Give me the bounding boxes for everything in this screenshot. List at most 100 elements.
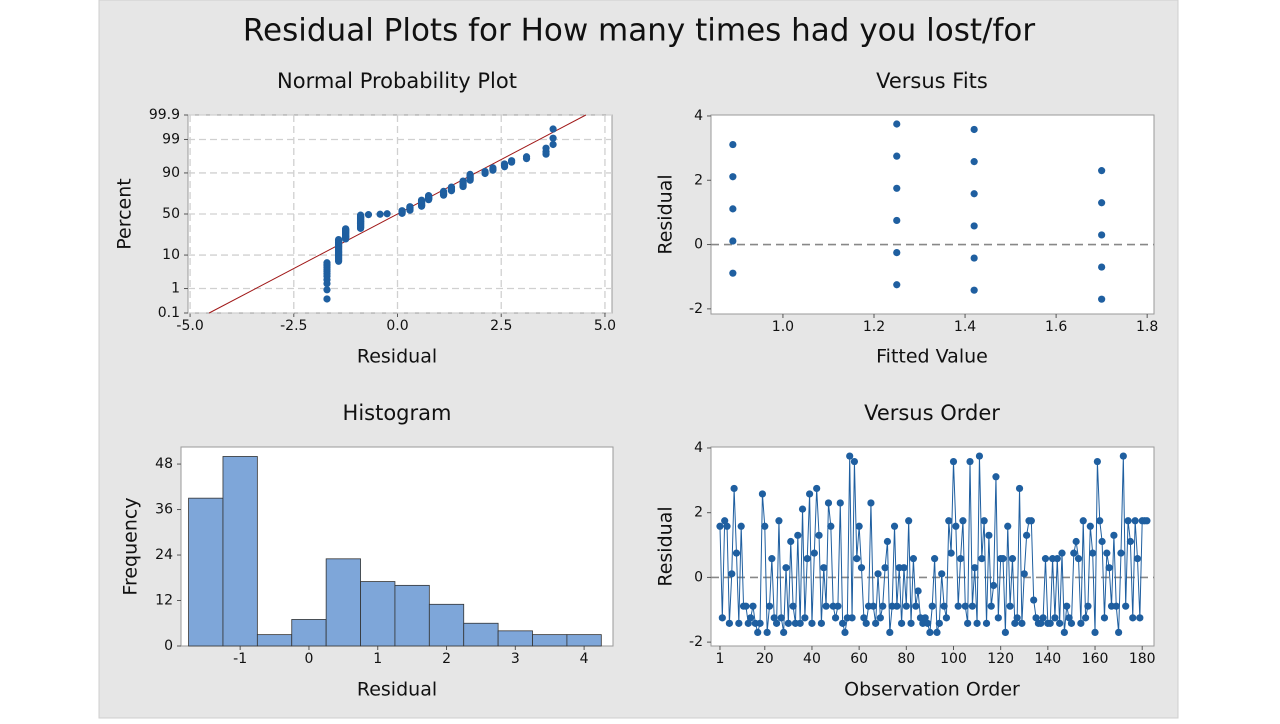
data-point <box>985 531 993 539</box>
y-tick-label: 24 <box>155 547 173 563</box>
data-point <box>1004 522 1012 530</box>
data-point <box>1133 555 1142 563</box>
data-point <box>1077 619 1085 627</box>
data-point <box>822 602 830 610</box>
data-point <box>905 517 913 525</box>
data-point <box>789 602 797 610</box>
data-point <box>1103 549 1111 557</box>
y-tick-label: 10 <box>162 247 180 263</box>
data-point <box>729 237 737 245</box>
data-point <box>744 619 752 627</box>
x-tick-label: 3 <box>511 651 520 667</box>
x-tick-label: -5.0 <box>176 318 203 334</box>
data-point <box>425 192 433 200</box>
data-point <box>886 628 894 637</box>
data-point <box>813 484 821 493</box>
y-tick-label: -2 <box>689 634 703 650</box>
data-point <box>839 619 847 627</box>
data-point <box>970 158 978 166</box>
data-point <box>1131 517 1139 525</box>
data-point <box>1072 537 1080 546</box>
data-point <box>1060 628 1068 637</box>
data-point <box>959 517 967 525</box>
data-point <box>447 183 456 191</box>
data-point <box>949 457 958 466</box>
data-point <box>489 164 497 172</box>
data-point <box>975 452 984 460</box>
data-point <box>893 216 901 225</box>
data-point <box>893 281 901 289</box>
data-point <box>522 153 531 161</box>
data-point <box>1070 549 1078 557</box>
data-point <box>808 619 816 627</box>
data-point <box>810 549 818 557</box>
data-point <box>798 505 807 513</box>
data-point <box>970 286 978 294</box>
data-point <box>768 555 776 563</box>
data-point <box>542 144 550 152</box>
data-point <box>549 125 557 133</box>
y-tick-label: 1 <box>171 281 180 297</box>
data-point <box>323 259 331 267</box>
data-point <box>323 286 331 294</box>
y-tick-label: 4 <box>694 108 703 124</box>
x-tick-label: 20 <box>756 651 774 667</box>
y-tick-label: 99.9 <box>149 107 180 123</box>
data-point <box>1079 517 1087 525</box>
data-point <box>806 490 814 498</box>
x-tick-label: 1.2 <box>863 319 885 335</box>
data-point <box>772 619 781 627</box>
data-point <box>549 134 557 142</box>
data-point <box>1091 628 1099 637</box>
panel-title: Versus Order <box>864 401 1000 425</box>
x-tick-label: 80 <box>897 651 915 667</box>
data-point <box>992 473 1000 481</box>
data-point <box>1039 614 1047 622</box>
data-point <box>500 160 509 168</box>
data-point <box>1089 549 1097 557</box>
data-point <box>980 517 988 525</box>
y-tick-label: 36 <box>155 502 173 518</box>
data-point <box>966 457 974 466</box>
data-point <box>1119 452 1127 460</box>
data-point <box>787 537 795 546</box>
plot-area <box>710 114 1155 315</box>
data-point <box>921 614 929 622</box>
y-axis-label: Frequency <box>120 497 142 595</box>
panel-title: Versus Fits <box>876 69 988 93</box>
histogram-bar <box>394 584 430 647</box>
data-point <box>417 196 426 204</box>
y-tick-label: 12 <box>155 593 173 609</box>
x-tick-label: 60 <box>850 651 868 667</box>
data-point <box>794 531 802 539</box>
data-point <box>834 602 842 610</box>
y-tick-label: 4 <box>694 440 703 456</box>
data-point <box>725 619 733 627</box>
data-point <box>931 555 939 563</box>
data-point <box>1051 614 1059 622</box>
x-tick-label: 1.0 <box>772 319 794 335</box>
data-point <box>1129 614 1137 622</box>
data-point <box>902 602 910 610</box>
histogram-bar <box>222 456 258 647</box>
data-point <box>846 452 854 460</box>
data-point <box>914 587 922 595</box>
data-point <box>1015 484 1024 493</box>
data-point <box>770 614 778 622</box>
data-point <box>947 549 955 557</box>
data-point <box>872 619 880 627</box>
data-point <box>376 210 384 218</box>
histogram-bar <box>188 497 224 647</box>
data-point <box>1122 602 1130 610</box>
data-point <box>970 254 978 262</box>
data-point <box>933 628 941 637</box>
y-tick-label: 90 <box>162 165 180 181</box>
data-point <box>721 517 729 525</box>
data-point <box>855 522 863 530</box>
data-point <box>942 614 951 622</box>
data-point <box>881 564 889 572</box>
histogram-bar <box>497 630 533 647</box>
data-point <box>508 157 516 165</box>
data-point <box>848 614 856 622</box>
